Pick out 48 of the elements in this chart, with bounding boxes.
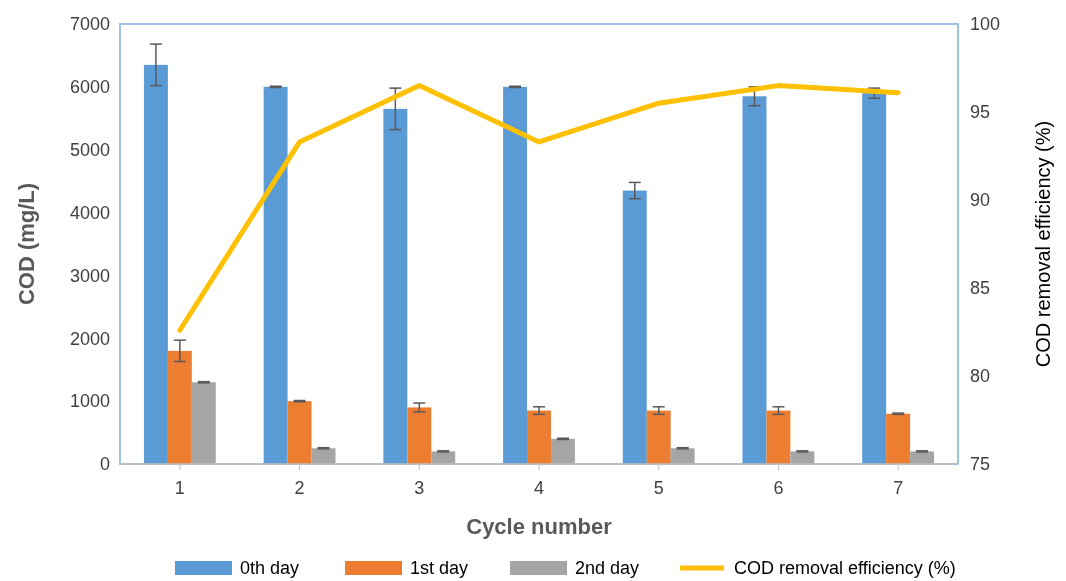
y-tick-label: 1000 (69, 391, 110, 412)
bar (143, 64, 168, 464)
bar (503, 86, 528, 464)
bar (910, 451, 935, 464)
x-tick-label: 5 (653, 478, 664, 498)
y2-tick-label: 75 (970, 454, 991, 475)
y2-axis-title: COD removal efficiency (%) (1032, 120, 1054, 368)
legend-label: 1st day (410, 558, 469, 579)
x-tick-label: 4 (533, 478, 545, 498)
bar (670, 448, 695, 464)
y-axis-title: COD (mg/L) (14, 182, 39, 306)
y2-tick-label: 100 (970, 14, 1001, 35)
x-tick-label: 3 (414, 478, 425, 498)
legend-label: 2nd day (575, 558, 640, 579)
y2-tick-label: 90 (970, 190, 991, 211)
bar (766, 410, 791, 464)
y-tick-label: 6000 (69, 77, 110, 98)
x-tick-label: 1 (174, 478, 185, 498)
bar (742, 96, 767, 464)
x-tick-label: 7 (893, 478, 904, 498)
y-tick-label: 7000 (69, 14, 110, 35)
bar (263, 86, 288, 464)
bar (191, 382, 216, 464)
bar (407, 407, 432, 464)
y-tick-label: 4000 (69, 202, 110, 223)
bar (383, 108, 408, 464)
bar (550, 438, 575, 464)
y2-tick-label: 80 (970, 366, 991, 387)
y-tick-label: 3000 (69, 265, 110, 286)
x-tick-label: 2 (294, 478, 305, 498)
y2-tick-label: 85 (970, 278, 991, 299)
bar (790, 451, 815, 464)
x-tick-label: 6 (773, 478, 784, 498)
legend-label: 0th day (240, 558, 300, 579)
bar (862, 93, 887, 464)
bar (646, 410, 671, 464)
y-tick-label: 2000 (69, 328, 110, 349)
bar (287, 401, 312, 464)
y2-tick-label: 95 (970, 102, 991, 123)
bar (167, 350, 192, 464)
bar (431, 451, 456, 464)
bar (886, 413, 911, 464)
y-tick-label: 0 (99, 454, 110, 475)
x-axis-title: Cycle number (466, 514, 613, 539)
bar (527, 410, 551, 464)
y-tick-label: 5000 (69, 140, 110, 161)
bar (622, 190, 647, 464)
legend-label: COD removal efficiency (%) (734, 558, 956, 579)
